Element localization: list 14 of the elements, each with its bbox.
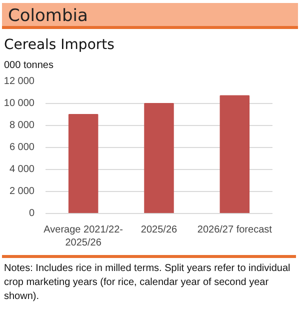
x-tick-label: 2026/27 forecast: [197, 224, 272, 236]
y-tick-label: 0: [28, 208, 35, 219]
x-tick-label: 2025/26: [140, 224, 178, 236]
y-tick-label: 6 000: [9, 142, 35, 153]
y-tick-label: 2 000: [9, 186, 35, 197]
chart-title: Colombia: [8, 5, 88, 28]
y-tick-label: 4 000: [9, 164, 35, 175]
text: Notes: Includes rice in milled terms. Split years refer to individual crop marketing years (for rice, calendar year of second year shown).: [4, 262, 292, 304]
y-tick-label: 10 000: [4, 98, 35, 109]
y-tick-label: 8 000: [9, 120, 35, 131]
y-tick-label: 12 000: [4, 76, 35, 87]
chart-subtitle: Cereals Imports: [4, 36, 114, 55]
x-tick-label: Average 2021/22- 2025/26: [44, 224, 123, 249]
y-axis-title: 000 tonnes: [4, 59, 54, 73]
